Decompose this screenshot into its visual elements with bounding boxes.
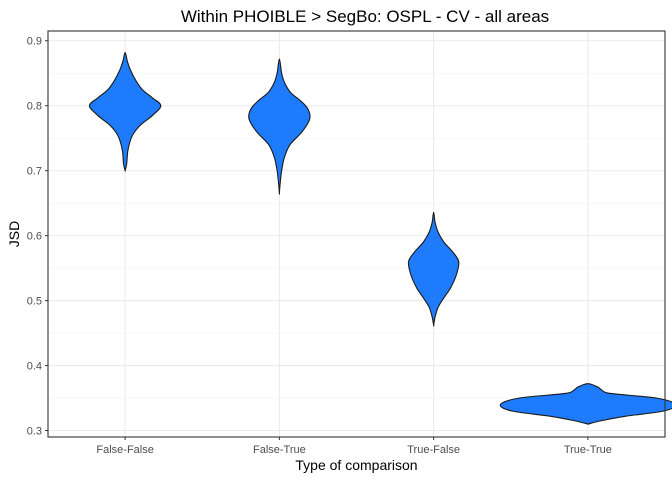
y-tick-label: 0.4 — [27, 361, 42, 373]
y-tick-label: 0.7 — [27, 166, 42, 178]
chart-title: Within PHOIBLE > SegBo: OSPL - CV - all … — [181, 7, 549, 26]
x-axis-title: Type of comparison — [295, 457, 417, 473]
y-tick-label: 0.9 — [27, 36, 42, 48]
y-tick-label: 0.8 — [27, 101, 42, 113]
violin-group — [88, 51, 672, 425]
violin-true-true — [499, 383, 672, 425]
y-tick-label: 0.3 — [27, 426, 42, 438]
y-tick-label: 0.6 — [27, 231, 42, 243]
panel-border — [47, 30, 666, 438]
x-tick-label: False-True — [253, 444, 306, 456]
x-tick-label: True-False — [407, 444, 460, 456]
violin-false-false — [88, 51, 162, 172]
y-tick-label: 0.5 — [27, 296, 42, 308]
y-axis-title: JSD — [6, 221, 22, 247]
x-tick-label: True-True — [564, 444, 612, 456]
x-tick-label: False-False — [96, 444, 153, 456]
violin-false-true — [248, 58, 311, 195]
axes: 0.3 0.4 0.5 0.6 0.7 0.8 0.9 False-False False-Tr… — [27, 36, 612, 456]
violin-true-false — [407, 211, 460, 327]
